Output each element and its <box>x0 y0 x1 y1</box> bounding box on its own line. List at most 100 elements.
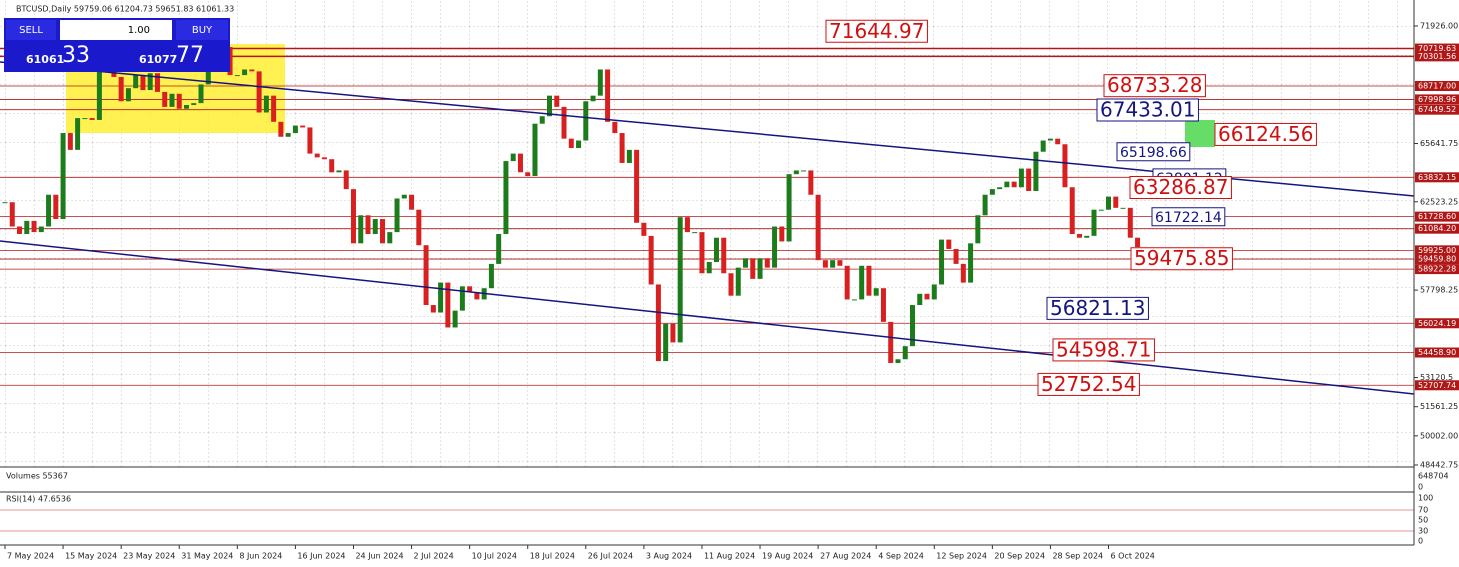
candle-body <box>336 170 342 173</box>
price-label-box <box>1214 122 1317 146</box>
price-label-box <box>1103 74 1206 98</box>
level-label: 70719.63 <box>1418 44 1456 53</box>
symbol-info: BTCUSD,Daily 59759.06 61204.73 59651.83 … <box>16 5 234 14</box>
y-tick-label: 53120.5 <box>1420 373 1453 382</box>
candle-body <box>1076 233 1082 238</box>
x-tick-label: 28 Sep 2024 <box>1052 552 1103 561</box>
candle-body <box>53 194 59 220</box>
candle-body <box>1127 207 1133 238</box>
candle-body <box>350 189 356 244</box>
candle-body <box>655 284 661 362</box>
candle-body <box>931 284 937 300</box>
x-tick-label: 31 May 2024 <box>181 552 233 561</box>
candle-body <box>1055 138 1061 145</box>
candle-body <box>380 219 386 244</box>
candle-body <box>394 198 400 233</box>
candle-body <box>184 105 189 109</box>
candle-body <box>532 123 538 177</box>
candle-body <box>1091 209 1097 236</box>
candle-body <box>917 293 923 306</box>
candle-body <box>960 263 966 283</box>
candle-body <box>96 35 102 120</box>
lot-value[interactable]: 1.00 <box>128 25 150 36</box>
x-tick-label: 19 Aug 2024 <box>762 552 813 561</box>
price-label-box <box>1096 98 1199 122</box>
price-label: 54598.71 <box>1056 337 1151 361</box>
candle-body <box>488 263 494 289</box>
price-label: 61722.14 <box>1155 210 1222 226</box>
lot-input[interactable] <box>60 20 172 40</box>
candle-body <box>801 170 807 172</box>
sell-button[interactable] <box>6 20 56 40</box>
candle-body <box>278 121 284 137</box>
candle-body <box>125 88 131 102</box>
rsi-label: RSI(14) 47.6536 <box>6 495 71 504</box>
volume-min: 0 <box>1418 483 1423 492</box>
candle-body <box>416 209 422 246</box>
candle-body <box>728 273 734 296</box>
candle-body <box>902 346 908 360</box>
candle-body <box>576 140 582 148</box>
candle-body <box>554 95 560 107</box>
buy-price: 61077 <box>139 53 177 66</box>
price-label: 71644.97 <box>829 19 924 43</box>
candle-body <box>764 258 770 268</box>
candle-body <box>343 170 349 190</box>
price-label: 63286.87 <box>1133 175 1228 199</box>
x-tick-label: 4 Sep 2024 <box>878 552 924 561</box>
sell-text[interactable]: SELL <box>19 25 43 36</box>
candle-body <box>1069 187 1075 234</box>
candle-body <box>430 305 436 313</box>
y-tick-label: 50002.00 <box>1420 431 1458 440</box>
level-label: 59459.80 <box>1418 255 1456 264</box>
candle-body <box>1047 138 1053 141</box>
candle-body <box>1120 207 1126 209</box>
level-label: 67449.52 <box>1418 105 1456 114</box>
level-tag <box>1415 380 1459 391</box>
buy-button[interactable] <box>176 20 228 40</box>
candle-body <box>1098 209 1104 211</box>
candle-body <box>626 149 632 163</box>
candle-body <box>234 75 240 77</box>
x-tick-label: 23 May 2024 <box>123 552 175 561</box>
candle-body <box>445 282 451 328</box>
candle-body <box>757 258 763 279</box>
x-tick-label: 24 Jun 2024 <box>355 552 403 561</box>
candle-body <box>779 226 785 242</box>
level-tag <box>1415 43 1459 54</box>
candle-body <box>619 133 625 163</box>
candle-body <box>452 310 458 328</box>
candle-body <box>641 222 647 236</box>
candle-body <box>583 101 589 141</box>
price-label-box <box>1037 372 1140 396</box>
candle-body <box>9 202 15 227</box>
candle-body <box>692 232 698 234</box>
candle-body <box>713 237 719 263</box>
candle-body <box>968 243 974 283</box>
price-label-box <box>1116 142 1191 162</box>
candle-body <box>939 239 945 285</box>
buy-text[interactable]: BUY <box>192 25 213 36</box>
level-tag <box>1415 211 1459 222</box>
candle-body <box>866 265 872 296</box>
y-tick-label: 62523.25 <box>1420 197 1458 206</box>
sell-points: 33 <box>62 43 90 68</box>
price-label-box <box>825 19 928 43</box>
level-tag <box>1415 347 1459 358</box>
y-tick-label: 71926.00 <box>1420 22 1458 31</box>
candle-body <box>510 153 516 162</box>
candle-body <box>2 202 8 204</box>
candle-body <box>989 189 995 195</box>
x-tick-label: 11 Aug 2024 <box>704 552 755 561</box>
price-label-box <box>1052 338 1155 362</box>
candle-body <box>438 282 444 313</box>
candle-body <box>772 226 778 268</box>
candle-body <box>830 260 836 268</box>
rsi-tick-label: 50 <box>1418 516 1428 525</box>
x-tick-label: 18 Jul 2024 <box>530 552 575 561</box>
candle-body <box>467 286 473 292</box>
level-tag <box>1415 80 1459 91</box>
candle-body <box>924 293 930 300</box>
candle-body <box>743 258 749 268</box>
